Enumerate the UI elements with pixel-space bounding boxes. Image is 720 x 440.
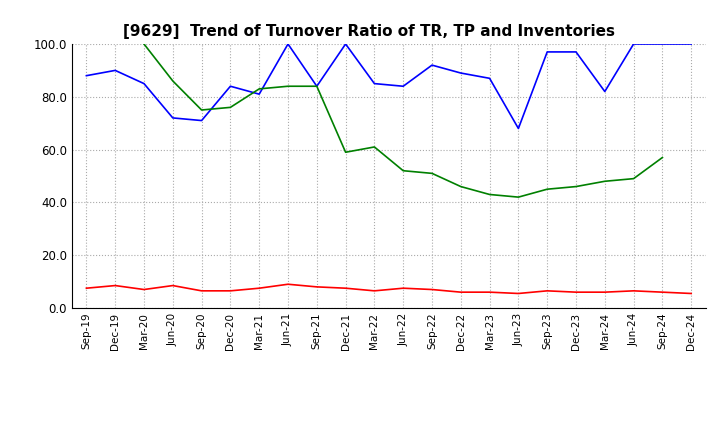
Trade Receivables: [485, 290, 494, 295]
Inventories: [197, 107, 206, 113]
Inventories: [140, 41, 148, 47]
Inventories: [456, 184, 465, 189]
Trade Payables: [140, 81, 148, 86]
Text: [9629]  Trend of Turnover Ratio of TR, TP and Inventories: [9629] Trend of Turnover Ratio of TR, TP…: [122, 24, 615, 39]
Inventories: [629, 176, 638, 181]
Trade Payables: [226, 84, 235, 89]
Trade Payables: [341, 41, 350, 47]
Inventories: [399, 168, 408, 173]
Inventories: [341, 150, 350, 155]
Trade Receivables: [140, 287, 148, 292]
Trade Receivables: [312, 284, 321, 290]
Trade Payables: [485, 76, 494, 81]
Trade Receivables: [197, 288, 206, 293]
Inventories: [514, 194, 523, 200]
Line: Inventories: Inventories: [144, 44, 662, 197]
Trade Payables: [428, 62, 436, 68]
Line: Trade Receivables: Trade Receivables: [86, 284, 691, 293]
Inventories: [428, 171, 436, 176]
Inventories: [226, 105, 235, 110]
Trade Receivables: [226, 288, 235, 293]
Inventories: [168, 78, 177, 84]
Trade Payables: [600, 89, 609, 94]
Trade Receivables: [168, 283, 177, 288]
Trade Payables: [168, 115, 177, 121]
Trade Receivables: [370, 288, 379, 293]
Trade Payables: [312, 84, 321, 89]
Trade Receivables: [428, 287, 436, 292]
Trade Receivables: [687, 291, 696, 296]
Inventories: [485, 192, 494, 197]
Trade Payables: [255, 92, 264, 97]
Trade Receivables: [600, 290, 609, 295]
Trade Payables: [111, 68, 120, 73]
Trade Payables: [572, 49, 580, 55]
Trade Payables: [629, 41, 638, 47]
Trade Receivables: [399, 286, 408, 291]
Inventories: [658, 155, 667, 160]
Inventories: [370, 144, 379, 150]
Trade Payables: [514, 126, 523, 131]
Trade Receivables: [111, 283, 120, 288]
Trade Receivables: [255, 286, 264, 291]
Trade Receivables: [629, 288, 638, 293]
Trade Receivables: [572, 290, 580, 295]
Trade Payables: [687, 41, 696, 47]
Trade Payables: [370, 81, 379, 86]
Inventories: [312, 84, 321, 89]
Trade Receivables: [514, 291, 523, 296]
Inventories: [572, 184, 580, 189]
Inventories: [543, 187, 552, 192]
Inventories: [255, 86, 264, 92]
Inventories: [600, 179, 609, 184]
Trade Receivables: [284, 282, 292, 287]
Trade Payables: [284, 41, 292, 47]
Trade Receivables: [658, 290, 667, 295]
Trade Payables: [456, 70, 465, 76]
Trade Receivables: [82, 286, 91, 291]
Trade Payables: [82, 73, 91, 78]
Trade Receivables: [341, 286, 350, 291]
Line: Trade Payables: Trade Payables: [86, 44, 691, 128]
Trade Receivables: [543, 288, 552, 293]
Trade Payables: [658, 41, 667, 47]
Trade Payables: [399, 84, 408, 89]
Trade Receivables: [456, 290, 465, 295]
Trade Payables: [197, 118, 206, 123]
Trade Payables: [543, 49, 552, 55]
Inventories: [284, 84, 292, 89]
